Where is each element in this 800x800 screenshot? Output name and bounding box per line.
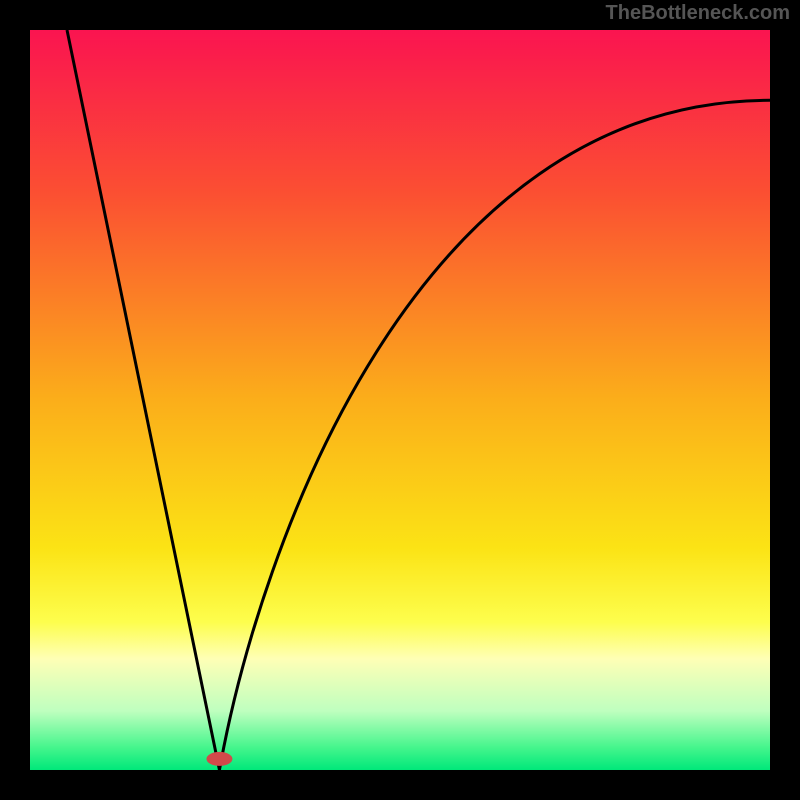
min-marker — [206, 752, 232, 766]
bottleneck-chart — [0, 0, 800, 800]
watermark-text: TheBottleneck.com — [606, 2, 790, 25]
chart-background — [30, 30, 770, 770]
